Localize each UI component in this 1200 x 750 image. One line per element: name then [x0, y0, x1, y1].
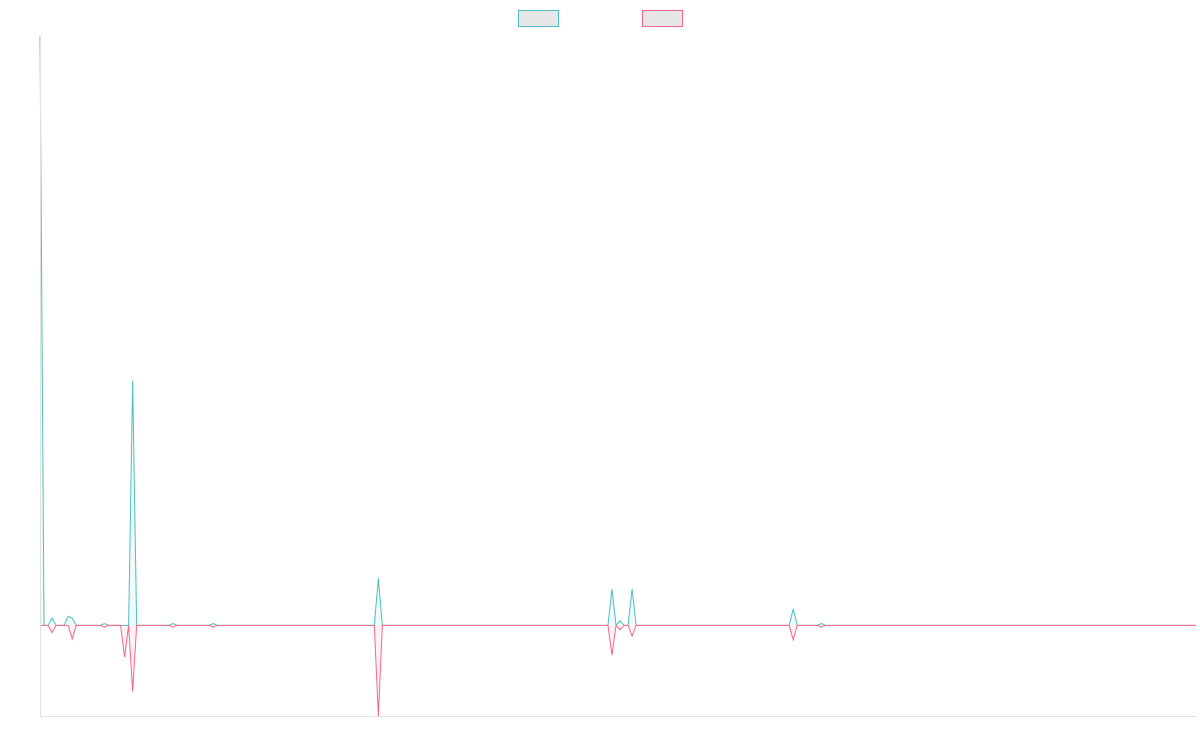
- series-2-area: [40, 625, 1196, 716]
- plot-area: [39, 35, 1196, 717]
- legend-item-2[interactable]: [642, 10, 683, 27]
- series-1-area: [40, 36, 1196, 626]
- legend: [518, 10, 683, 27]
- series-1-line: [39, 35, 1196, 627]
- legend-item-1[interactable]: [518, 10, 559, 27]
- axes: [40, 36, 1196, 717]
- legend-swatch-1[interactable]: [518, 10, 559, 27]
- legend-swatch-2[interactable]: [642, 10, 683, 27]
- series-2-line: [40, 624, 1196, 717]
